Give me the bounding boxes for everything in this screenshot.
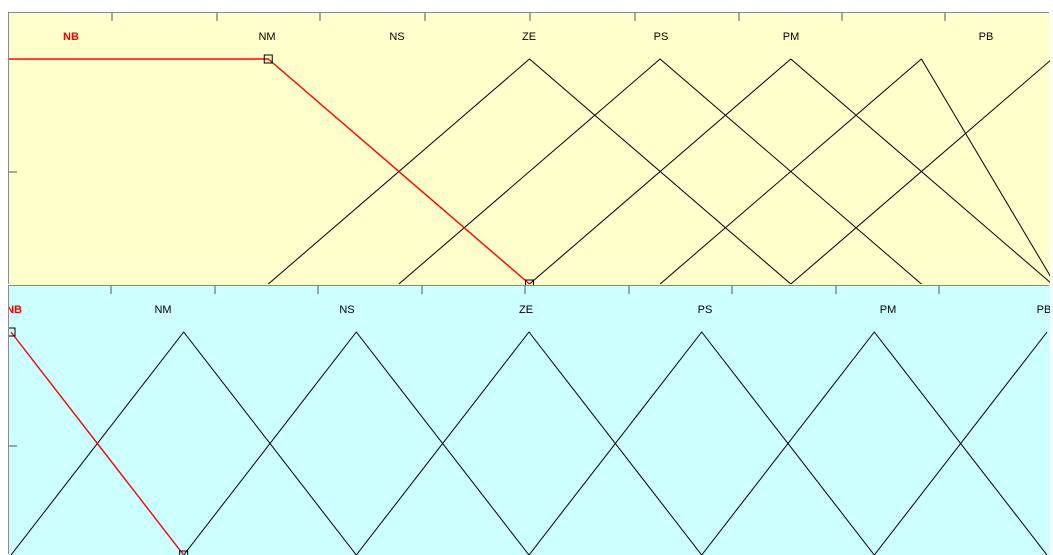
bottom-mf-ps-curve[interactable]: [528, 331, 875, 555]
top-mf-ns-label[interactable]: NS: [389, 31, 404, 43]
top-mf-nm-label[interactable]: NM: [258, 31, 275, 43]
top-plot-svg[interactable]: NM NS ZE PS PM PB NB: [9, 13, 1050, 285]
top-mf-ze-curve[interactable]: [529, 58, 1051, 285]
bottom-mf-pm-curve[interactable]: [701, 331, 1048, 555]
bottom-mf-pb-label[interactable]: PB: [1037, 304, 1050, 316]
bottom-mf-pm-label[interactable]: PM: [880, 304, 897, 316]
top-mf-nm-curve[interactable]: [267, 58, 792, 285]
bottom-plot-background: [9, 286, 1050, 555]
bottom-mf-nb-label[interactable]: NB: [9, 304, 22, 316]
top-mf-pb-label[interactable]: PB: [979, 31, 994, 43]
bottom-membership-plot[interactable]: NM NS ZE PS PM PB NB: [8, 285, 1050, 555]
top-mf-pm-curve[interactable]: [790, 59, 1050, 285]
top-mf-nb-curve[interactable]: [9, 58, 530, 285]
bottom-mf-ze-label[interactable]: ZE: [519, 304, 533, 316]
bottom-mf-nb-curve[interactable]: [10, 331, 185, 555]
bottom-mf-nb-handle[interactable]: [179, 550, 189, 555]
top-mf-nb-label[interactable]: NB: [63, 31, 79, 43]
top-mf-ze-label[interactable]: ZE: [522, 31, 536, 43]
top-membership-plot[interactable]: NM NS ZE PS PM PB NB: [8, 12, 1050, 285]
bottom-mf-nm-label[interactable]: NM: [154, 304, 171, 316]
bottom-mf-pb-curve[interactable]: [873, 331, 1048, 555]
bottom-mf-ze-curve[interactable]: [355, 331, 703, 555]
bottom-mf-nb-handle[interactable]: [9, 327, 16, 337]
top-mf-ps-label[interactable]: PS: [654, 31, 669, 43]
top-mf-nb-handle[interactable]: [263, 54, 273, 64]
bottom-mf-ps-label[interactable]: PS: [698, 304, 713, 316]
bottom-mf-nm-curve[interactable]: [10, 331, 357, 555]
top-mf-ns-curve[interactable]: [398, 58, 922, 285]
bottom-mf-ns-label[interactable]: NS: [339, 304, 354, 316]
top-mf-pm-label[interactable]: PM: [783, 31, 800, 43]
bottom-mf-ns-curve[interactable]: [183, 331, 530, 555]
bottom-plot-svg[interactable]: NM NS ZE PS PM PB NB: [9, 286, 1050, 555]
top-mf-nb-handle[interactable]: [525, 279, 534, 285]
top-plot-background: [9, 13, 1050, 285]
top-mf-ps-curve[interactable]: [659, 58, 1050, 285]
